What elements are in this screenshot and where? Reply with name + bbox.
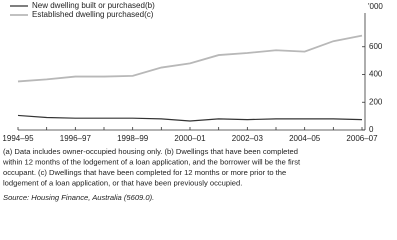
series-line [17,114,363,122]
x-tick-label: 1998–99 [117,134,149,143]
y-tick-label: 0 [369,125,374,134]
y-tick-label: 600 [369,42,383,51]
footnote: occupant. (c) Dwellings that have been c… [3,168,286,177]
x-tick-label: 1996–97 [60,134,92,143]
legend-label: New dwelling built or purchased(b) [32,1,155,10]
y-tick-label: 400 [369,70,383,79]
x-tick-label: 2002–03 [232,134,264,143]
y-unit-label: '000 [368,2,383,11]
x-tick-label: 2006–07 [346,134,378,143]
x-tick-label: 1994–95 [2,134,34,143]
footnote: (a) Data includes owner-occupied housing… [3,147,298,156]
footnote: lodgement of a loan application, or that… [3,179,242,188]
y-tick-label: 200 [369,97,383,106]
footnote: within 12 months of the lodgement of a l… [2,158,301,167]
x-tick-label: 2000–01 [174,134,206,143]
series-line [17,34,363,83]
chart: '000 0 200 400 600 1994–95 1996–97 1998–99 2000… [2,1,383,202]
legend-label: Established dwelling purchased(c) [32,10,154,19]
source: Source: Housing Finance, Australia (5609… [3,193,154,202]
x-tick-label: 2004–05 [289,134,321,143]
